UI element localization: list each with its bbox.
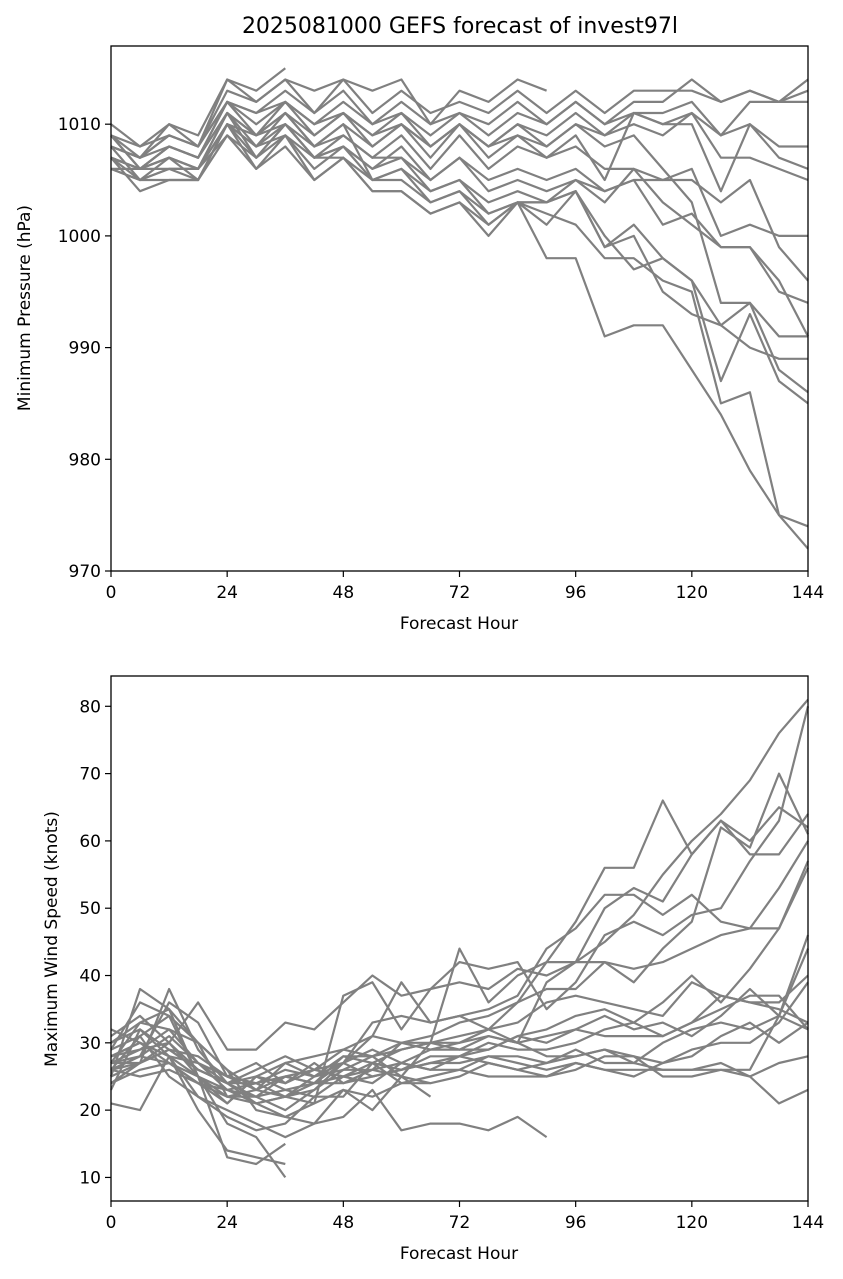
pressure-x-axis-label: Forecast Hour	[400, 614, 518, 634]
pressure-x-tick-label: 72	[449, 583, 471, 603]
pressure-member-line-16	[110, 134, 808, 360]
pressure-x-tick-label: 96	[565, 583, 587, 603]
wind-x-tick-label: 48	[333, 1213, 355, 1233]
pressure-series-layer	[110, 67, 809, 550]
wind-x-tick-label: 24	[216, 1213, 238, 1233]
pressure-member-line-3	[110, 78, 809, 148]
wind-member-line-24	[110, 1028, 432, 1098]
chart-title: 2025081000 GEFS forecast of invest97l	[242, 14, 678, 39]
wind-x-tick-label: 72	[449, 1213, 471, 1233]
pressure-y-axis-label: Minimum Pressure (hPa)	[15, 205, 35, 411]
wind-member-line-12	[110, 860, 810, 1098]
wind-y-axis-label: Maximum Wind Speed (knots)	[42, 811, 62, 1067]
wind-member-line-22	[110, 1014, 809, 1105]
wind-y-tick-label: 60	[79, 832, 101, 852]
wind-panel: 0 24 48 72 96 120 144 10 20 30 40 50 60 70 80 Forecas…	[42, 675, 824, 1264]
wind-member-line-20	[110, 981, 809, 1098]
pressure-member-line-17	[110, 123, 809, 528]
pressure-x-tick-label: 24	[216, 583, 238, 603]
pressure-y-tick-label: 1010	[58, 115, 101, 135]
pressure-y-ticks: 970 980 990 1000 1010	[58, 115, 111, 582]
pressure-x-tick-label: 120	[676, 583, 708, 603]
wind-y-ticks: 10 20 30 40 50 60 70 80	[79, 697, 111, 1188]
wind-y-tick-label: 30	[79, 1034, 101, 1054]
wind-y-tick-label: 20	[79, 1101, 101, 1121]
wind-x-tick-label: 120	[676, 1213, 708, 1233]
wind-x-tick-label: 144	[792, 1213, 824, 1233]
wind-member-line-6	[110, 813, 809, 1132]
pressure-x-ticks: 0 24 48 72 96 120 144	[106, 571, 824, 603]
wind-y-tick-label: 70	[79, 765, 101, 785]
wind-x-tick-label: 0	[106, 1213, 117, 1233]
pressure-x-tick-label: 48	[333, 583, 355, 603]
pressure-x-tick-label: 0	[106, 583, 117, 603]
wind-y-tick-label: 80	[79, 697, 101, 717]
pressure-member-line-18	[110, 100, 809, 394]
wind-y-tick-label: 10	[79, 1168, 101, 1188]
wind-x-tick-label: 96	[565, 1213, 587, 1233]
wind-x-axis-label: Forecast Hour	[400, 1244, 518, 1264]
wind-member-line-8	[110, 772, 809, 1085]
wind-series-layer	[109, 698, 810, 1179]
pressure-y-tick-label: 990	[69, 339, 101, 359]
pressure-y-tick-label: 970	[69, 562, 101, 582]
pressure-y-tick-label: 980	[69, 450, 101, 470]
pressure-y-tick-label: 1000	[58, 227, 101, 247]
pressure-x-tick-label: 144	[792, 583, 824, 603]
wind-member-line-14	[110, 1014, 809, 1091]
wind-y-tick-label: 40	[79, 967, 101, 987]
pressure-panel: 0 24 48 72 96 120 144 970 980 990 1000 1010 Foreca…	[15, 45, 824, 634]
wind-y-tick-label: 50	[79, 899, 101, 919]
wind-x-ticks: 0 24 48 72 96 120 144	[106, 1201, 824, 1233]
pressure-member-line-2	[110, 78, 547, 159]
